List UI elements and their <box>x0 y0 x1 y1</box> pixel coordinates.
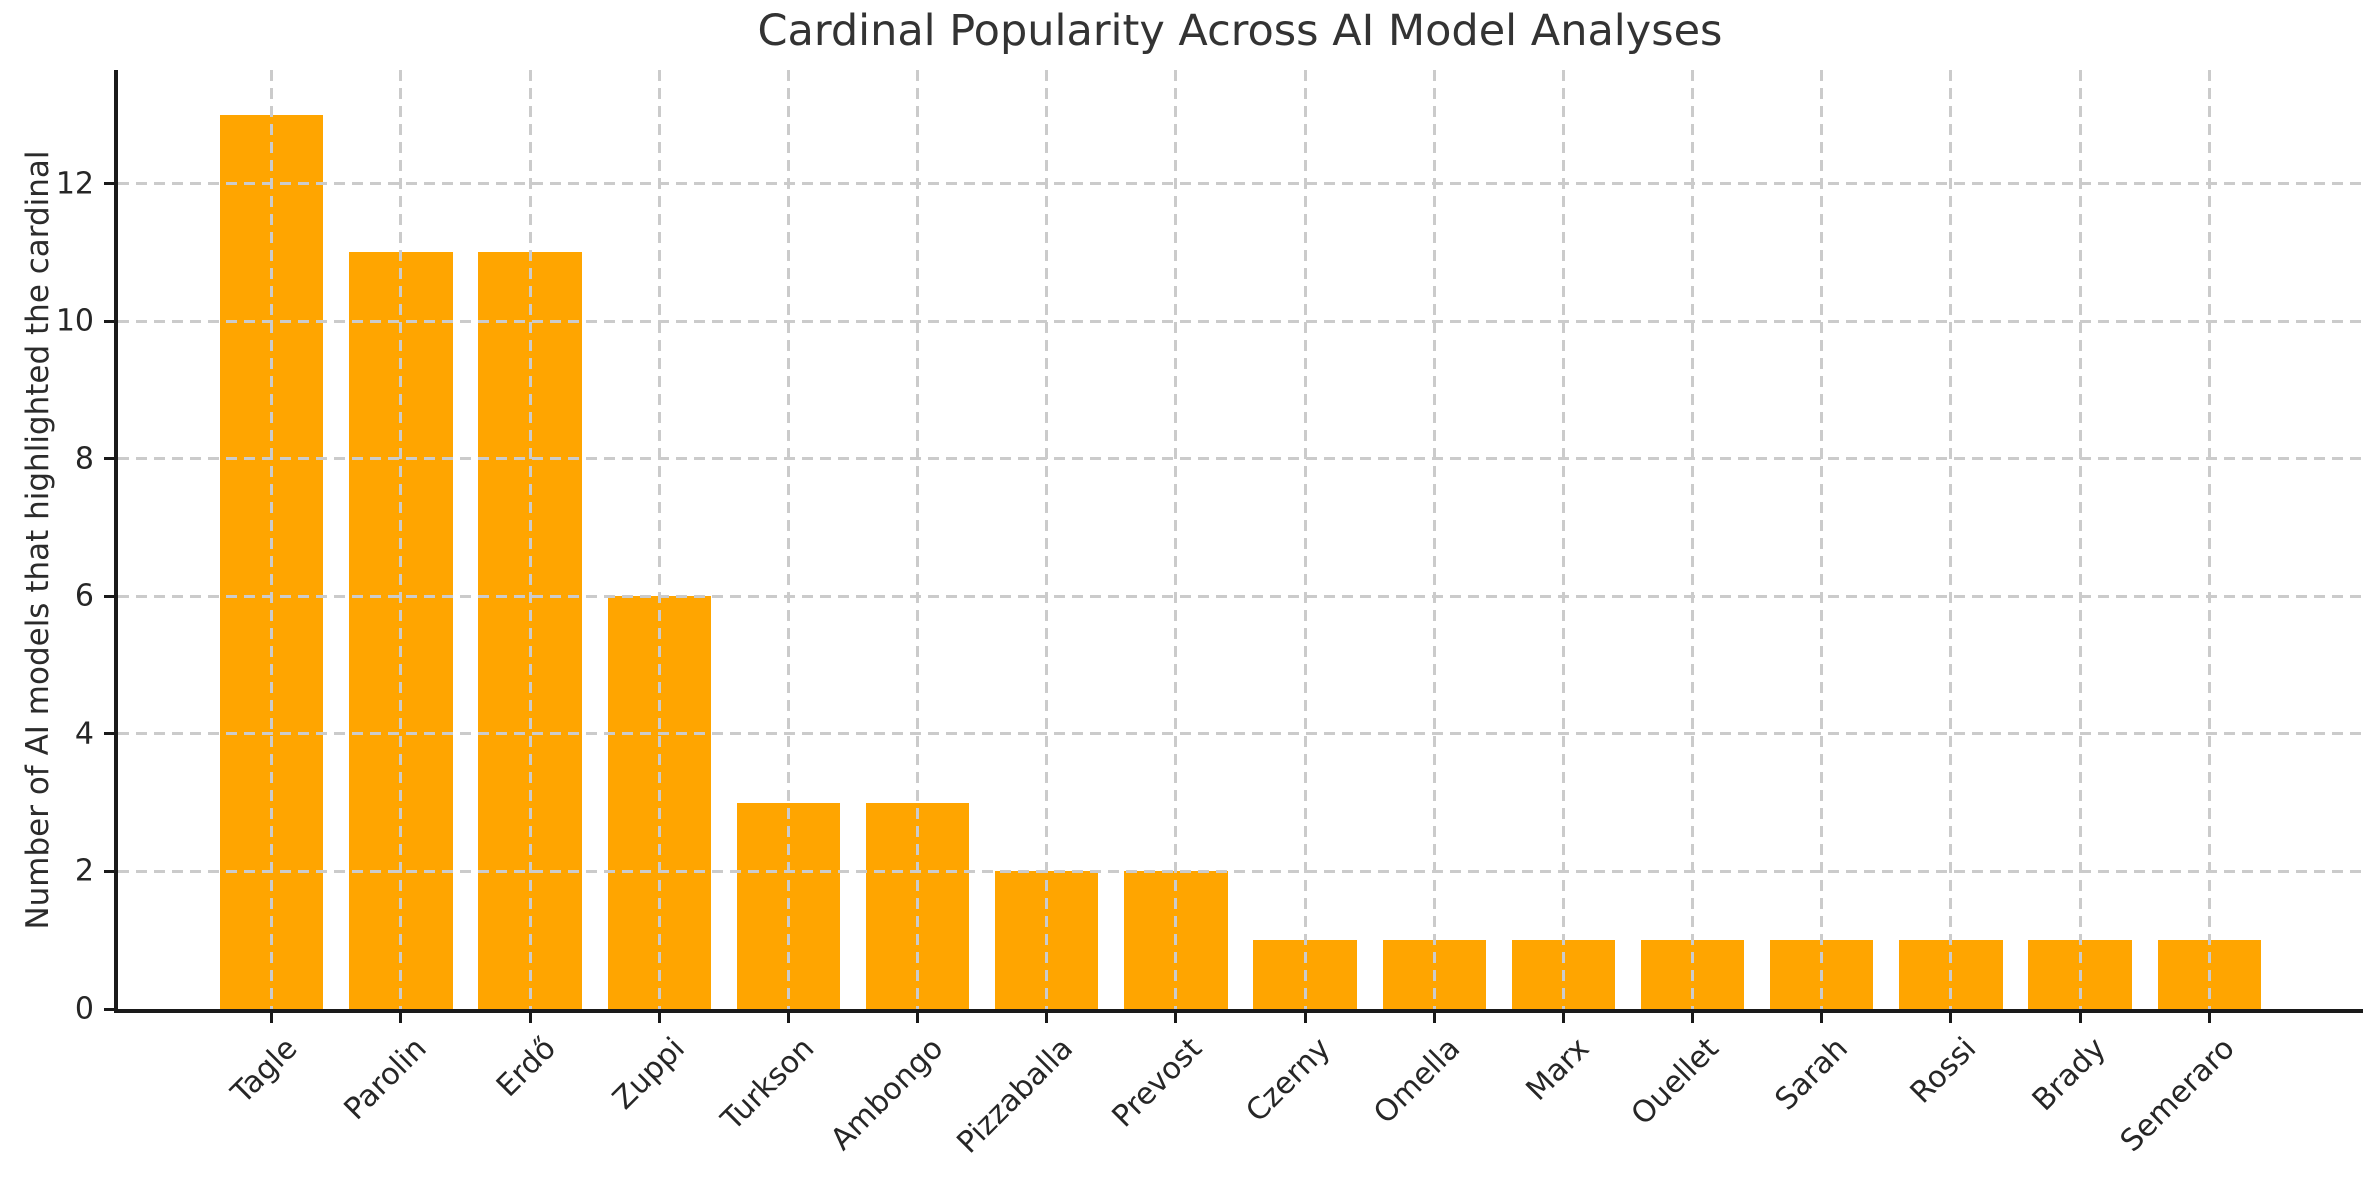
x-tick-mark <box>657 1013 661 1023</box>
x-tick-mark <box>1820 1013 1824 1023</box>
x-tick-mark <box>1045 1013 1049 1023</box>
gridline-horizontal <box>118 182 2363 185</box>
y-tick-mark <box>104 182 114 185</box>
y-axis-label: Number of AI models that highlighted the… <box>20 150 56 930</box>
y-tick-label: 2 <box>74 853 94 889</box>
x-tick-mark <box>1949 1013 1953 1023</box>
y-tick-mark <box>104 869 114 873</box>
gridline-vertical <box>528 70 532 1009</box>
gridline-vertical <box>1561 70 1565 1009</box>
x-tick-mark <box>786 1013 790 1023</box>
x-axis-spine <box>114 1009 2363 1013</box>
x-tick-label-turkson: Turkson <box>714 1031 822 1138</box>
x-tick-label-ambongo: Ambongo <box>824 1031 951 1158</box>
x-tick-mark <box>2207 1013 2211 1023</box>
gridline-horizontal <box>118 457 2363 461</box>
x-tick-label-parolin: Parolin <box>337 1031 434 1128</box>
gridline-vertical <box>657 70 661 1009</box>
x-tick-label-marx: Marx <box>1519 1031 1597 1108</box>
x-tick-mark <box>2078 1013 2082 1023</box>
y-tick-mark <box>104 594 114 598</box>
gridline-vertical <box>1432 70 1436 1009</box>
x-tick-label-ouellet: Ouellet <box>1624 1031 1726 1133</box>
gridline-vertical <box>786 70 790 1009</box>
y-tick-mark <box>104 457 114 461</box>
x-tick-label-sarah: Sarah <box>1768 1031 1855 1118</box>
y-axis-spine <box>114 70 118 1013</box>
gridline-vertical <box>1045 70 1049 1009</box>
x-tick-mark <box>1691 1013 1695 1023</box>
x-tick-mark <box>528 1013 532 1023</box>
gridline-vertical <box>2078 70 2082 1009</box>
x-tick-label-rossi: Rossi <box>1904 1031 1984 1111</box>
gridline-vertical <box>1949 70 1953 1009</box>
y-tick-label: 6 <box>74 578 94 614</box>
y-tick-mark <box>104 1007 114 1011</box>
x-tick-mark <box>1432 1013 1436 1023</box>
y-tick-label: 0 <box>74 991 94 1027</box>
x-tick-label-omella: Omella <box>1367 1031 1467 1131</box>
plot-area <box>118 70 2363 1009</box>
x-tick-mark <box>916 1013 920 1023</box>
x-tick-label-czerny: Czerny <box>1239 1031 1338 1130</box>
gridline-vertical <box>1303 70 1307 1009</box>
gridline-horizontal <box>118 319 2363 323</box>
x-tick-label-brady: Brady <box>2025 1031 2113 1119</box>
chart-title: Cardinal Popularity Across AI Model Anal… <box>757 6 1723 56</box>
gridline-vertical <box>399 70 403 1009</box>
x-tick-mark <box>1174 1013 1178 1023</box>
x-tick-label-zuppi: Zuppi <box>606 1031 692 1117</box>
gridline-vertical <box>1691 70 1695 1009</box>
y-tick-label: 12 <box>55 166 94 201</box>
x-tick-label-prevost: Prevost <box>1105 1031 1209 1135</box>
y-tick-label: 4 <box>74 716 94 752</box>
gridline-vertical <box>1174 70 1178 1009</box>
gridline-horizontal <box>118 732 2363 736</box>
gridline-vertical <box>2207 70 2211 1009</box>
x-tick-mark <box>1561 1013 1565 1023</box>
x-tick-mark <box>1303 1013 1307 1023</box>
gridline-vertical <box>1820 70 1824 1009</box>
x-tick-mark <box>399 1013 403 1023</box>
x-tick-label-tagle: Tagle <box>224 1031 305 1111</box>
y-tick-mark <box>104 319 114 323</box>
x-tick-label-semeraro: Semeraro <box>2114 1031 2243 1159</box>
x-tick-mark <box>270 1013 274 1023</box>
x-tick-label-erdő: Erdő <box>489 1031 563 1104</box>
gridline-horizontal <box>118 594 2363 598</box>
gridline-vertical <box>270 70 274 1009</box>
y-tick-mark <box>104 732 114 736</box>
gridline-horizontal <box>118 869 2363 873</box>
gridline-vertical <box>916 70 920 1009</box>
y-tick-label: 8 <box>74 441 94 477</box>
y-tick-label: 10 <box>55 303 94 339</box>
x-tick-label-pizzaballa: Pizzaballa <box>949 1031 1080 1161</box>
